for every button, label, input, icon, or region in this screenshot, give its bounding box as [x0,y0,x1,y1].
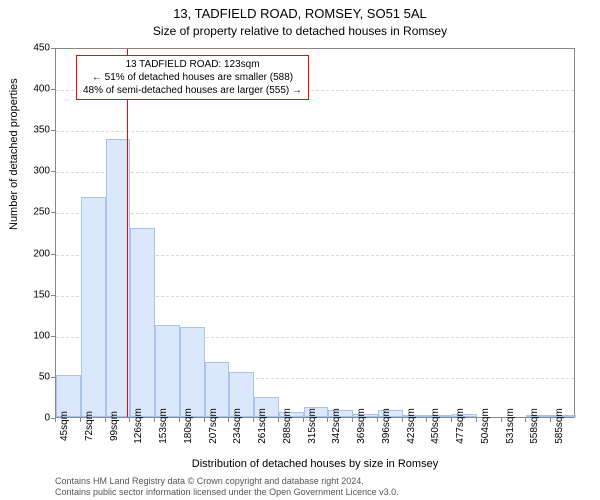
x-tick [228,418,229,422]
x-tick-label: 261sqm [257,408,268,444]
x-tick [278,418,279,422]
annotation-line3: 48% of semi-detached houses are larger (… [83,84,302,97]
x-tick-label: 396sqm [381,408,392,444]
x-tick-label: 180sqm [183,408,194,444]
x-tick-label: 153sqm [158,408,169,444]
x-tick [55,418,56,422]
y-tick [51,254,55,255]
x-tick-label: 477sqm [455,408,466,444]
x-tick [80,418,81,422]
x-tick [426,418,427,422]
histogram-bar [81,197,106,417]
bars-layer [56,49,574,417]
x-tick-label: 531sqm [505,408,516,444]
x-tick-label: 369sqm [356,408,367,444]
marker-line [127,49,128,417]
x-tick [179,418,180,422]
x-tick [327,418,328,422]
x-tick-label: 288sqm [282,408,293,444]
y-tick-label: 50 [10,371,50,382]
annotation-line2: ← 51% of detached houses are smaller (58… [83,71,302,84]
y-tick [51,377,55,378]
page-title: 13, TADFIELD ROAD, ROMSEY, SO51 5AL [0,6,600,21]
histogram-bar [130,228,155,417]
x-tick [402,418,403,422]
y-tick-label: 150 [10,289,50,300]
y-tick [51,48,55,49]
y-tick [51,171,55,172]
x-tick [501,418,502,422]
y-tick [51,89,55,90]
x-tick [253,418,254,422]
x-tick-label: 207sqm [208,408,219,444]
x-tick-label: 126sqm [133,408,144,444]
x-tick-label: 423sqm [406,408,417,444]
x-tick-label: 99sqm [109,411,120,441]
y-tick-label: 100 [10,330,50,341]
x-tick [525,418,526,422]
x-tick [129,418,130,422]
y-tick-label: 400 [10,84,50,95]
x-axis-label: Distribution of detached houses by size … [55,458,575,470]
y-tick-label: 250 [10,207,50,218]
x-tick [105,418,106,422]
annotation-box: 13 TADFIELD ROAD: 123sqm ← 51% of detach… [76,55,309,100]
plot-area: 13 TADFIELD ROAD: 123sqm ← 51% of detach… [55,48,575,418]
annotation-line1: 13 TADFIELD ROAD: 123sqm [83,58,302,71]
x-tick-label: 558sqm [529,408,540,444]
x-tick-label: 234sqm [232,408,243,444]
x-tick [303,418,304,422]
x-tick-label: 450sqm [430,408,441,444]
y-tick [51,212,55,213]
x-tick [204,418,205,422]
x-tick-label: 315sqm [307,408,318,444]
histogram-bar [180,327,205,417]
x-tick [352,418,353,422]
y-tick-label: 0 [10,413,50,424]
y-tick-label: 200 [10,248,50,259]
x-tick [476,418,477,422]
y-tick [51,130,55,131]
footer-line2: Contains public sector information licen… [55,487,399,497]
x-tick [377,418,378,422]
chart-container: 13, TADFIELD ROAD, ROMSEY, SO51 5AL Size… [0,0,600,500]
x-tick-label: 585sqm [554,408,565,444]
x-tick-label: 72sqm [84,411,95,441]
page-subtitle: Size of property relative to detached ho… [0,24,600,38]
x-tick-label: 342sqm [331,408,342,444]
y-tick-label: 450 [10,43,50,54]
y-tick [51,336,55,337]
x-tick [451,418,452,422]
y-tick-label: 300 [10,166,50,177]
y-tick [51,295,55,296]
x-tick-label: 504sqm [480,408,491,444]
y-tick-label: 350 [10,125,50,136]
x-tick [154,418,155,422]
footer-line1: Contains HM Land Registry data © Crown c… [55,476,364,486]
x-tick-label: 45sqm [59,411,70,441]
x-tick [550,418,551,422]
histogram-bar [155,325,180,417]
